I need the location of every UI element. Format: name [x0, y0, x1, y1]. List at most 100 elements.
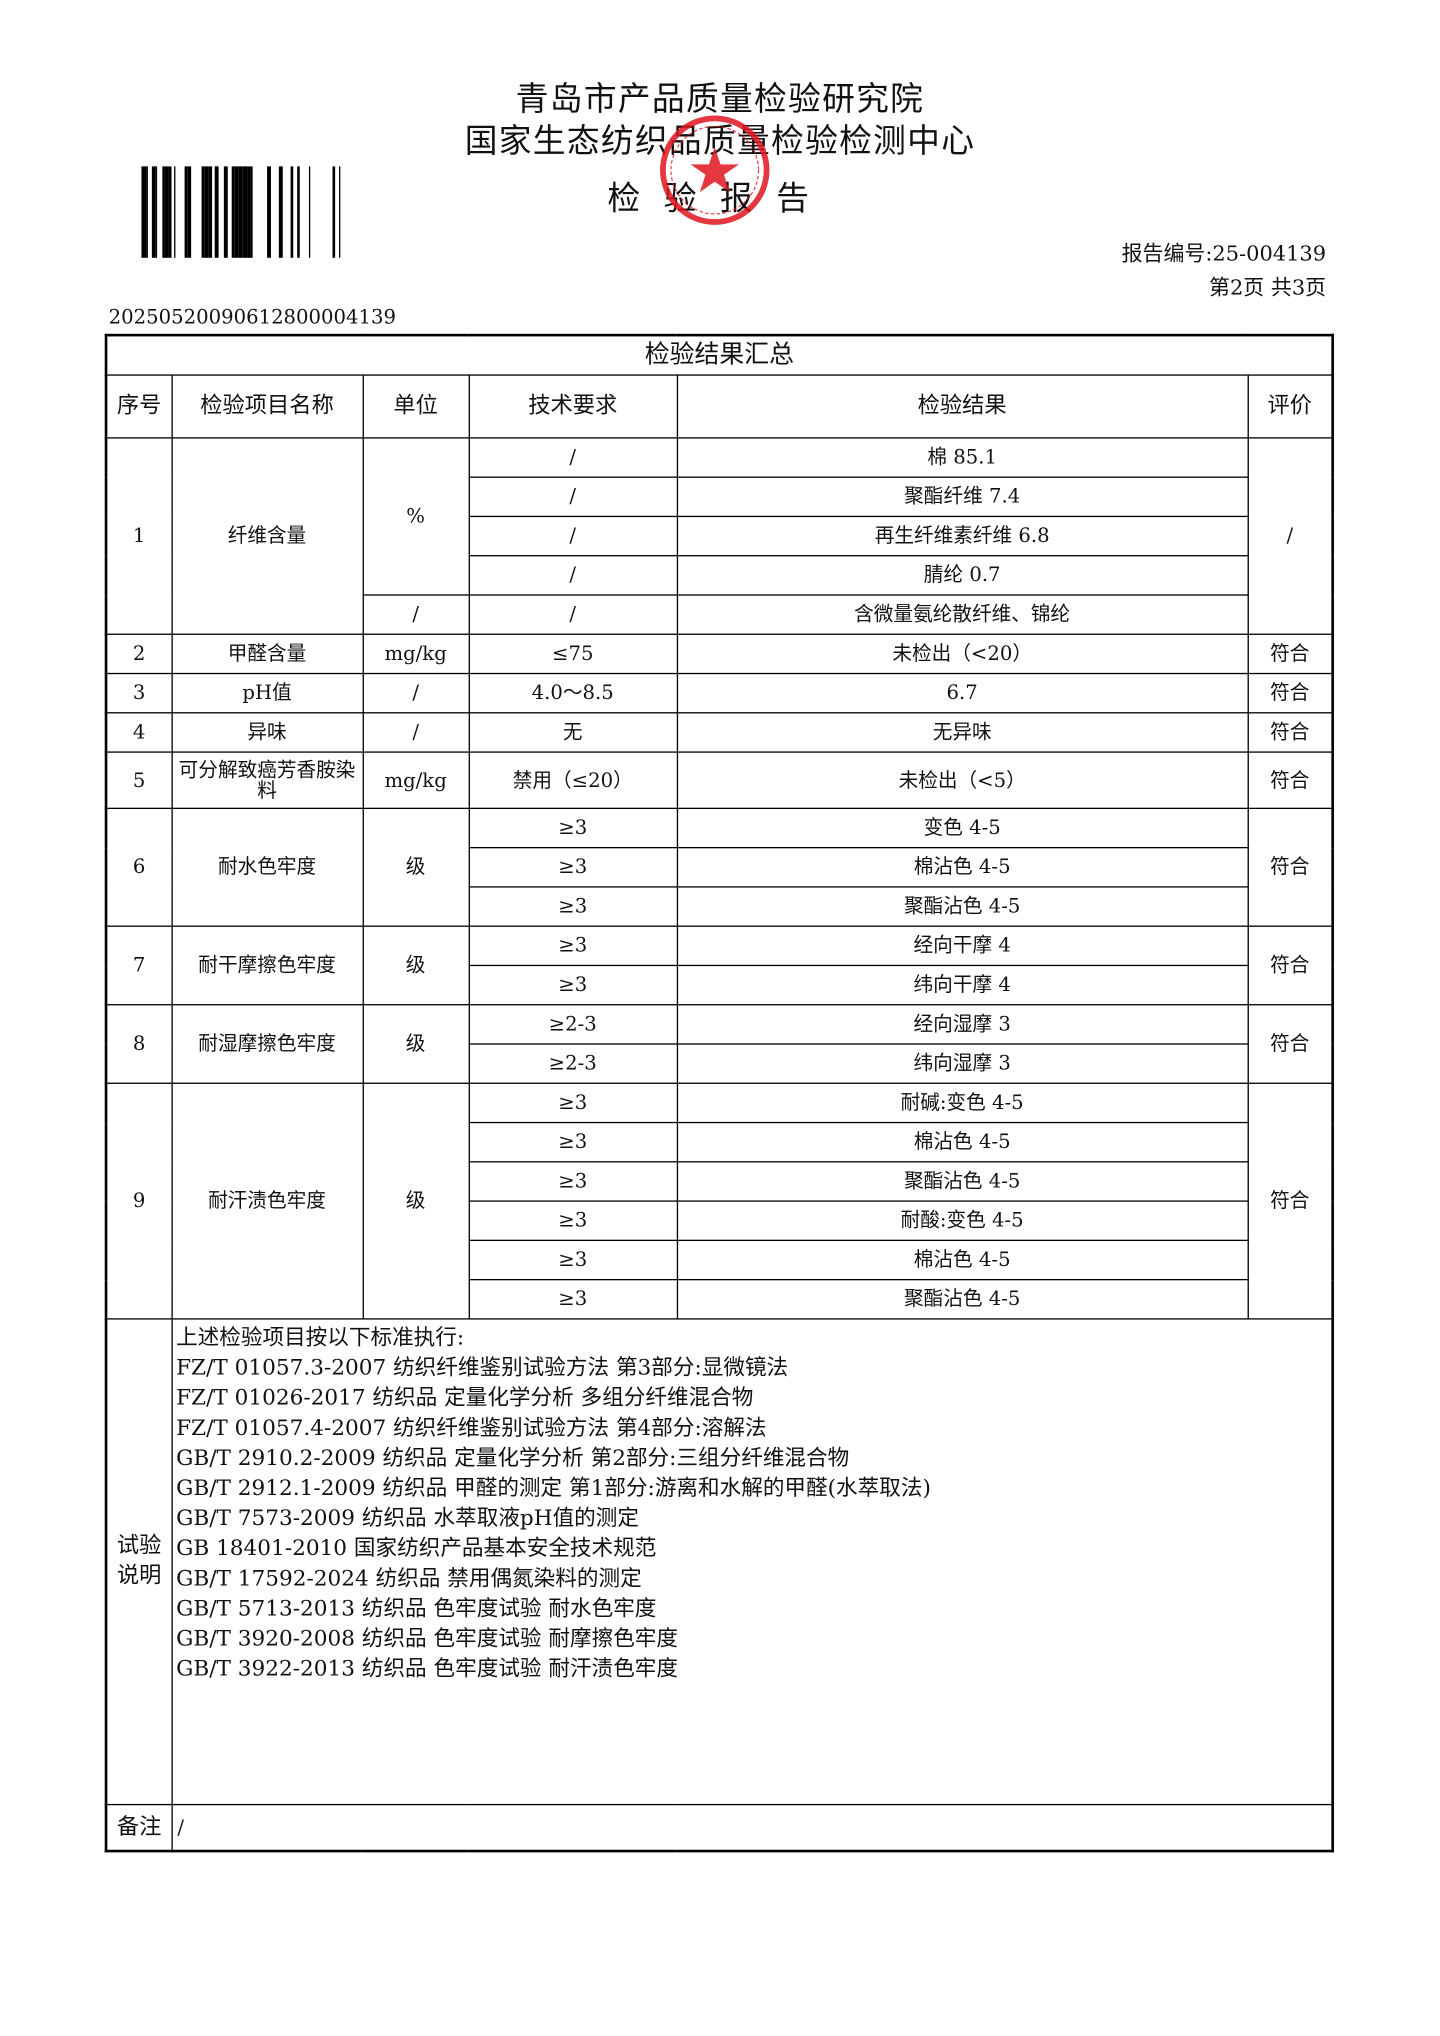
item-unit: 级	[361, 1004, 470, 1084]
standard-line: GB/T 7573-2009 纺织品 水萃取液pH值的测定	[176, 1505, 639, 1531]
item-unit: 级	[361, 807, 470, 927]
report-number: 报告编号:25-004139	[1121, 240, 1327, 266]
item-requirement: 禁用（≤20）	[467, 751, 678, 810]
barcode-bar	[332, 166, 336, 258]
standard-line: 上述检验项目按以下标准执行:	[176, 1324, 465, 1350]
item-result: 纬向湿摩 3	[676, 1043, 1249, 1084]
table-caption: 检验结果汇总	[105, 334, 1334, 376]
item-result: 再生纤维素纤维 6.8	[676, 515, 1249, 557]
item-number: 5	[105, 751, 173, 810]
item-result: 棉沾色 4-5	[676, 1121, 1249, 1163]
barcode-bar	[201, 166, 205, 258]
item-result: 含微量氨纶散纤维、锦纶	[676, 594, 1249, 635]
item-requirement: ≥3	[467, 964, 678, 1006]
barcode-bar	[204, 166, 209, 258]
barcode-bar	[247, 166, 251, 258]
item-result: 纬向干摩 4	[676, 964, 1249, 1006]
barcode-bar	[297, 166, 299, 258]
table-row: 5 可分解致癌芳香胺染料 mg/kg 禁用（≤20） 未检出（<5） 符合	[105, 751, 1334, 810]
item-result: 未检出（<5）	[676, 751, 1249, 810]
item-requirement: ≥3	[467, 1082, 678, 1124]
item-result: 未检出（<20）	[676, 633, 1249, 675]
barcode-bar	[278, 166, 283, 258]
col-header-evaluation: 评价	[1246, 374, 1334, 439]
table-row: 7 耐干摩擦色牢度级 ≥3 经向干摩 4 符合	[105, 925, 1334, 1006]
item-result: 聚酯纤维 7.4	[676, 476, 1249, 518]
barcode-bar	[267, 166, 271, 258]
item-name: 可分解致癌芳香胺染料	[170, 751, 364, 810]
item-evaluation: 符合	[1246, 1082, 1334, 1320]
item-result: 耐碱:变色 4-5	[676, 1082, 1249, 1124]
item-unit: 级	[361, 925, 470, 1006]
item-requirement: ≥2-3	[467, 1043, 678, 1084]
remark-value: /	[170, 1803, 1334, 1852]
item-number: 9	[105, 1082, 173, 1320]
table-row: ≥3 棉沾色 4-5	[106, 1121, 1333, 1163]
item-unit: mg/kg	[361, 633, 470, 675]
barcode-bar	[188, 166, 192, 258]
table-row: ≥3 耐酸:变色 4-5	[106, 1200, 1333, 1242]
item-unit: %	[361, 437, 470, 596]
col-header-item: 检验项目名称	[170, 374, 364, 439]
results-table: 检验结果汇总 序号 检验项目名称 单位 技术要求 检验结果 评价 1 纤维含量% /…	[104, 333, 1335, 1853]
remark-row: 备注 /	[105, 1803, 1334, 1852]
standard-line: GB/T 2910.2-2009 纺织品 定量化学分析 第2部分:三组分纤维混合…	[176, 1445, 850, 1471]
item-result: 经向湿摩 3	[676, 1004, 1249, 1045]
barcode-bar	[238, 166, 243, 258]
barcode-bar	[214, 166, 219, 258]
barcode-bar	[243, 166, 248, 258]
barcode-bar	[339, 166, 341, 258]
barcode-number: 20250520090612800004139	[108, 305, 396, 329]
table-row: 3 pH值/4.0～8.5 6.7 符合	[105, 672, 1334, 714]
barcode-bar	[146, 166, 148, 258]
barcode	[141, 166, 341, 258]
item-evaluation: 符合	[1246, 751, 1334, 810]
item-number: 8	[105, 1004, 173, 1084]
barcode-bar	[141, 166, 144, 258]
item-result: 变色 4-5	[676, 807, 1249, 849]
item-evaluation: 符合	[1246, 807, 1334, 927]
item-result: 6.7	[676, 672, 1249, 714]
item-evaluation: 符合	[1246, 672, 1334, 714]
item-unit: /	[361, 712, 470, 753]
item-unit: /	[361, 594, 470, 635]
item-unit: /	[361, 672, 470, 714]
table-row: 6 耐水色牢度级 ≥3 变色 4-5 符合	[105, 807, 1334, 927]
item-number: 7	[105, 925, 173, 1006]
item-name: 甲醛含量	[170, 633, 364, 675]
notes-row: 试验说明 上述检验项目按以下标准执行: FZ/T 01057.3-2007 纺织纤维…	[105, 1318, 1334, 1806]
barcode-bar	[187, 166, 189, 258]
item-requirement: ≥3	[467, 1161, 678, 1202]
item-requirement: /	[467, 476, 678, 518]
standard-line: FZ/T 01057.3-2007 纺织纤维鉴别试验方法 第3部分:显微镜法	[176, 1354, 789, 1380]
item-evaluation: 符合	[1246, 925, 1334, 1006]
item-result: 腈纶 0.7	[676, 555, 1249, 596]
table-row: 9 耐汗渍色牢度级 ≥3 耐碱:变色 4-5 符合	[105, 1082, 1334, 1320]
item-evaluation: 符合	[1246, 712, 1334, 753]
standard-line: GB/T 3920-2008 纺织品 色牢度试验 耐摩擦色牢度	[176, 1625, 679, 1651]
table-row: / / 含微量氨纶散纤维、锦纶	[106, 594, 1333, 635]
col-header-no: 序号	[105, 374, 173, 439]
item-requirement: ≥3	[467, 886, 678, 927]
item-name: 异味	[170, 712, 364, 753]
item-result: 聚酯沾色 4-5	[676, 886, 1249, 927]
barcode-bar	[162, 166, 165, 258]
col-header-result: 检验结果	[676, 374, 1249, 439]
item-number: 2	[105, 633, 173, 675]
table-row: 1 纤维含量% / 棉 85.1/	[105, 437, 1334, 635]
standard-line: GB 18401-2010 国家纺织产品基本安全技术规范	[176, 1535, 657, 1561]
item-requirement: 4.0～8.5	[467, 672, 678, 714]
item-unit: 级	[361, 1082, 470, 1320]
item-evaluation: 符合	[1246, 1004, 1334, 1084]
item-name: 耐汗渍色牢度	[170, 1082, 364, 1320]
item-result: 棉 85.1	[676, 437, 1249, 478]
item-result: 聚酯沾色 4-5	[676, 1278, 1249, 1320]
barcode-bar	[184, 166, 188, 258]
item-unit: mg/kg	[361, 751, 470, 810]
table-row: / 再生纤维素纤维 6.8	[106, 515, 1333, 557]
item-requirement: ≥3	[467, 1200, 678, 1242]
standard-line: GB/T 2912.1-2009 纺织品 甲醛的测定 第1部分:游离和水解的甲醛…	[176, 1475, 931, 1501]
barcode-bar	[155, 166, 158, 258]
item-result: 无异味	[676, 712, 1249, 753]
item-evaluation: /	[1246, 437, 1334, 635]
